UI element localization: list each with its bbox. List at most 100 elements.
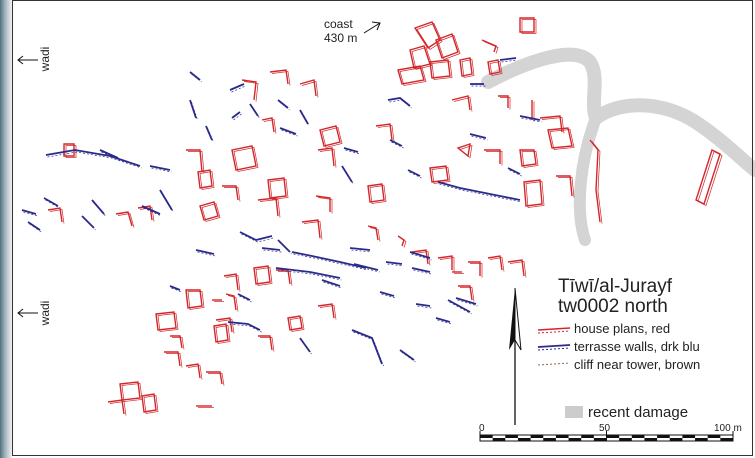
house-plan-outline bbox=[369, 185, 387, 204]
terrace-wall bbox=[141, 205, 161, 215]
house-plan bbox=[519, 149, 537, 167]
terrace-wall bbox=[469, 133, 487, 139]
house-plan-outline bbox=[525, 181, 545, 208]
house-plan-outline bbox=[233, 147, 259, 172]
scale-bar-segment bbox=[492, 438, 506, 441]
house-plan-outline bbox=[431, 167, 451, 184]
scale-bar-segment bbox=[682, 435, 696, 438]
house-plan bbox=[241, 79, 257, 101]
house-plan-outline bbox=[271, 71, 291, 86]
house-plan bbox=[222, 185, 239, 201]
terrace-wall bbox=[353, 263, 379, 271]
terrace-wall-outline bbox=[355, 265, 380, 273]
terrace-wall bbox=[205, 125, 213, 141]
house-plan bbox=[164, 351, 181, 367]
terrace-wall-outline bbox=[23, 211, 38, 217]
north-arrow bbox=[509, 287, 522, 425]
house-plan bbox=[269, 69, 289, 85]
house-plan bbox=[695, 149, 721, 205]
scale-bar-segment bbox=[581, 435, 594, 438]
legend-swatches bbox=[537, 327, 583, 418]
terrace-wall-outline bbox=[521, 117, 542, 123]
house-plan bbox=[498, 95, 509, 108]
house-plan bbox=[47, 207, 63, 223]
terrace-wall-outline bbox=[207, 127, 214, 143]
house-plan-outline bbox=[208, 373, 225, 386]
house-plan-outline bbox=[549, 129, 575, 150]
terrace-wall bbox=[27, 221, 41, 231]
scale-bar-segment bbox=[619, 438, 632, 441]
house-plan bbox=[435, 33, 459, 59]
terrace-wall bbox=[455, 297, 477, 305]
house-plan bbox=[287, 315, 303, 331]
terrace-wall bbox=[499, 57, 517, 61]
terrace-wall-outline bbox=[229, 323, 262, 333]
house-plan bbox=[253, 265, 271, 285]
house-plan-outline bbox=[301, 81, 319, 98]
house-plan-outline bbox=[319, 305, 337, 320]
scale-label-50: 50 bbox=[599, 423, 611, 434]
house-plan-outline bbox=[289, 317, 305, 332]
house-plan bbox=[197, 169, 213, 189]
house-plan bbox=[429, 59, 451, 79]
house-plan-outline bbox=[489, 257, 505, 272]
house-plan bbox=[215, 317, 233, 333]
terrace-wall bbox=[229, 83, 245, 91]
house-plan-outline bbox=[187, 291, 205, 310]
house-plan-outline bbox=[319, 149, 337, 168]
terrace-wall bbox=[389, 139, 403, 147]
terrace-wall-outline bbox=[45, 199, 60, 209]
house-plan bbox=[267, 177, 287, 199]
house-plan bbox=[468, 261, 481, 276]
house-plan bbox=[589, 139, 601, 223]
terrace-wall-outline bbox=[323, 281, 342, 289]
house-plan-outline bbox=[459, 144, 473, 159]
terrace-wall bbox=[275, 267, 341, 279]
house-plan-outline bbox=[439, 257, 455, 272]
house-plan-outline bbox=[65, 145, 77, 158]
house-plan bbox=[375, 123, 393, 141]
house-plan bbox=[487, 59, 501, 75]
terrace-wall-outline bbox=[233, 113, 242, 121]
terrace-wall bbox=[291, 251, 367, 269]
house-plan bbox=[451, 95, 471, 111]
house-plan-outline bbox=[117, 213, 135, 228]
terrace-wall-outline bbox=[101, 151, 120, 161]
house-plan-outline bbox=[500, 97, 511, 110]
house-plan bbox=[315, 195, 331, 212]
house-plan-outline bbox=[139, 207, 155, 222]
terrace-wall bbox=[349, 247, 371, 251]
terrace-wall-outline bbox=[413, 269, 432, 275]
terrace-wall bbox=[195, 249, 215, 255]
terrace-wall-outline bbox=[439, 183, 522, 203]
house-plan bbox=[257, 197, 279, 217]
terrace-wall bbox=[435, 317, 451, 323]
terrace-wall-outline bbox=[29, 223, 42, 233]
terrace-wall-outline bbox=[381, 293, 396, 299]
coast-text: coast bbox=[324, 17, 353, 31]
house-plan-outline bbox=[399, 237, 407, 248]
terrace-wall-outline bbox=[301, 339, 312, 355]
terrace-wall bbox=[507, 167, 521, 175]
house-plan-outline bbox=[437, 35, 461, 60]
house-plan bbox=[487, 255, 503, 271]
terrace-wall-outline bbox=[501, 59, 518, 63]
scale-label-0: 0 bbox=[479, 423, 485, 434]
house-plan-outline bbox=[461, 59, 475, 78]
scale-bar-segment bbox=[543, 438, 556, 441]
terrace-wall bbox=[411, 267, 431, 273]
legend-recent-damage: recent damage bbox=[588, 404, 689, 421]
house-plan bbox=[367, 225, 379, 241]
scale-bar-segment bbox=[695, 438, 708, 441]
house-plan bbox=[413, 21, 441, 49]
terrace-wall-outline bbox=[83, 217, 96, 231]
coast-distance: 430 m bbox=[324, 31, 358, 45]
house-plan bbox=[107, 399, 125, 415]
house-plan bbox=[206, 371, 223, 385]
terrace-wall-outline bbox=[437, 319, 452, 325]
house-plan bbox=[276, 269, 291, 285]
scale-bar bbox=[479, 431, 734, 442]
house-plan-outline bbox=[259, 199, 281, 218]
terrace-wall-outline bbox=[345, 149, 360, 155]
